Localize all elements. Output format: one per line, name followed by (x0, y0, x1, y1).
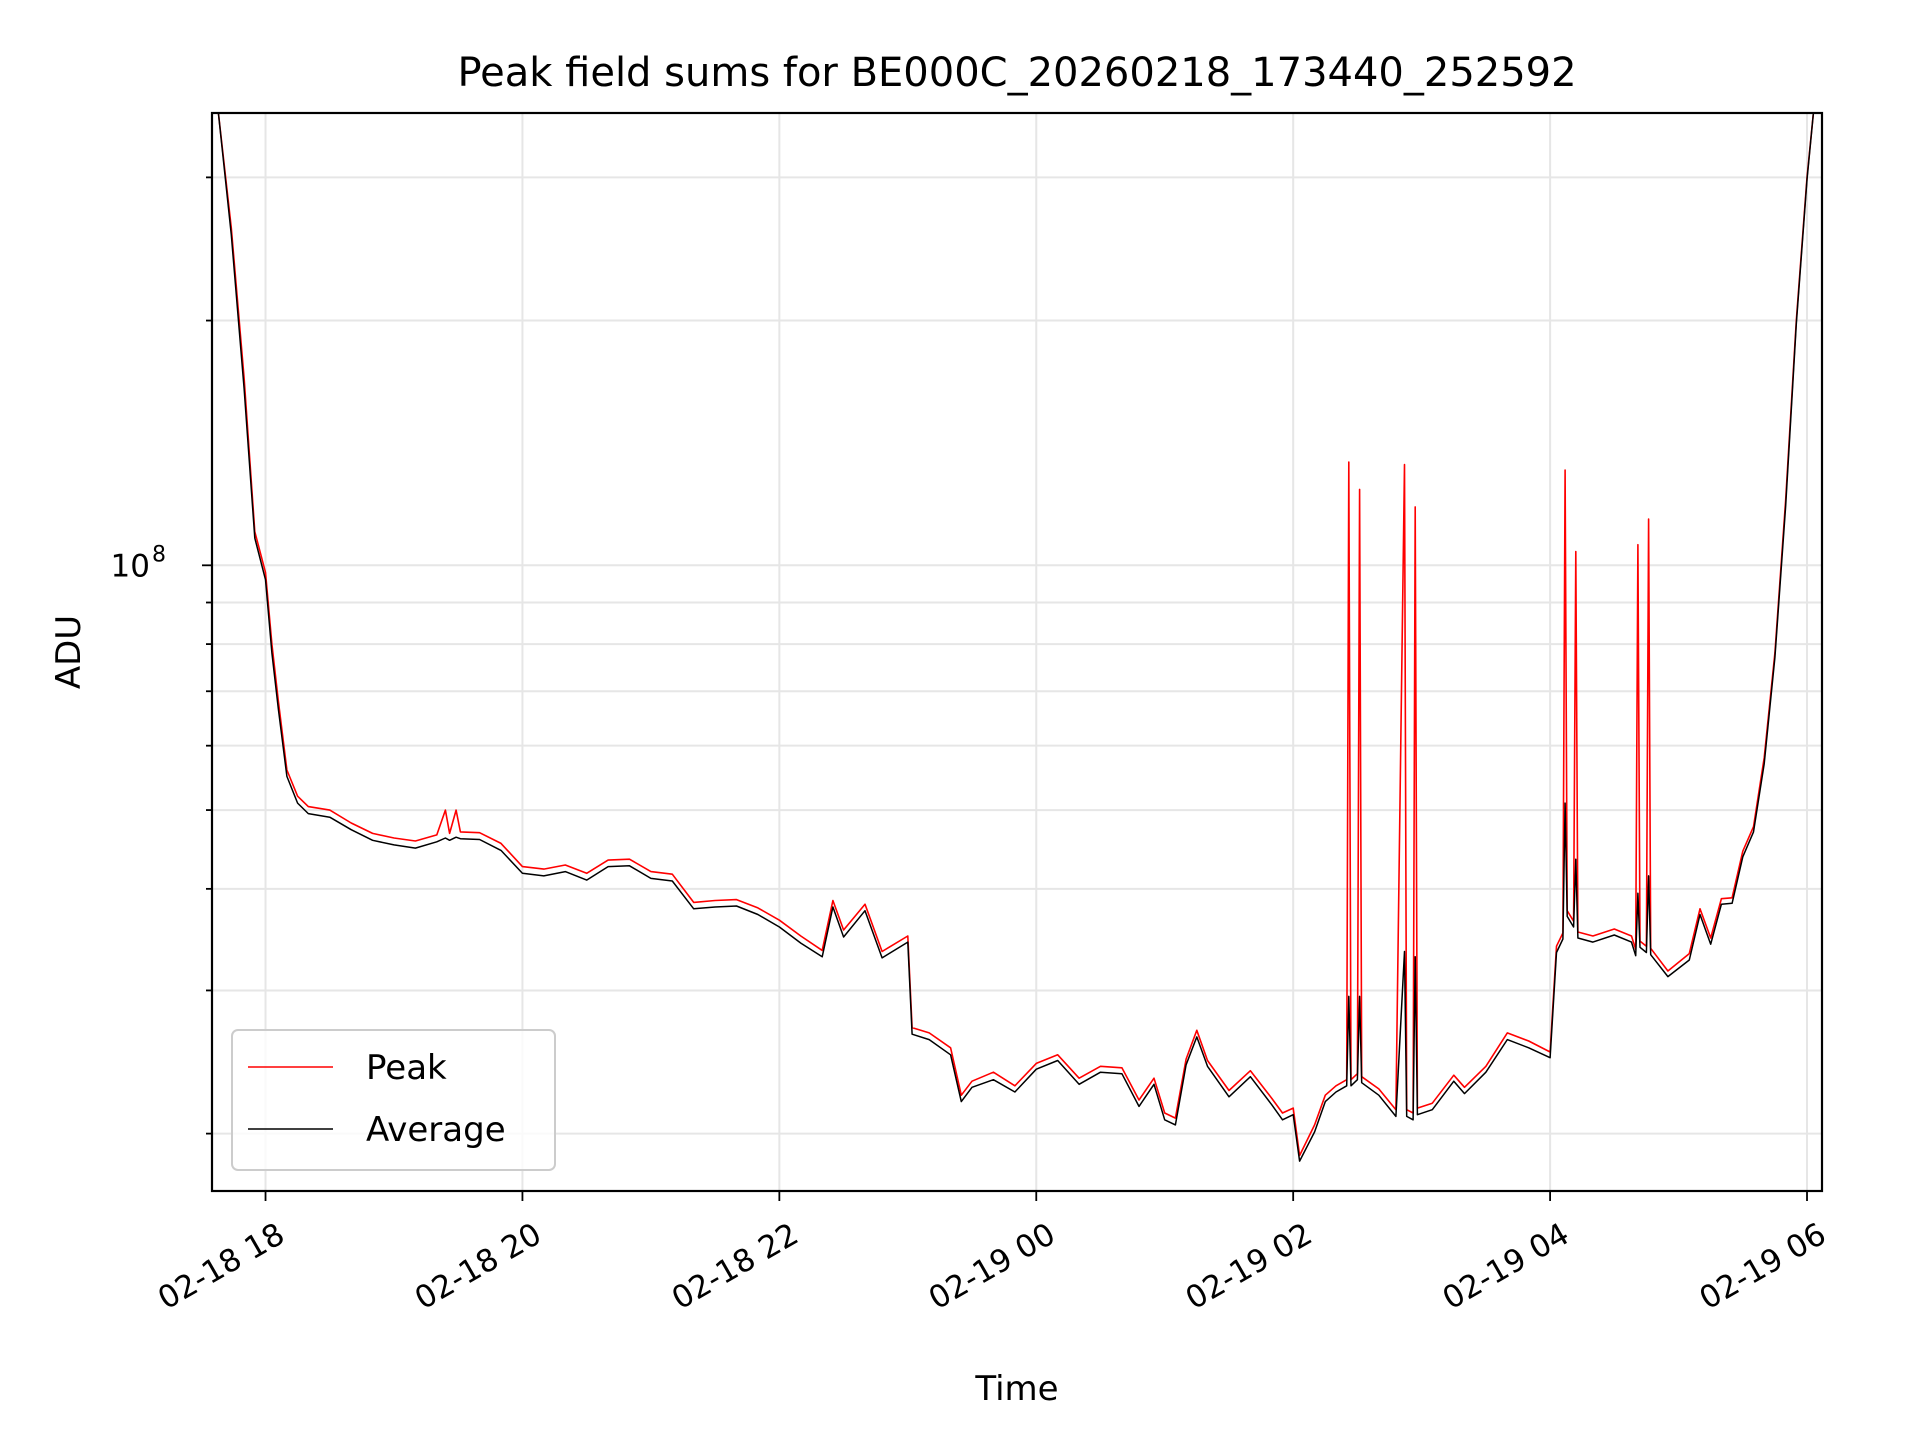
legend-box (231, 1029, 556, 1171)
series-line-average (217, 113, 1815, 1162)
y-tick-label-exponent: 8 (152, 542, 166, 567)
grid (212, 113, 1822, 1191)
y-tick-label: 10 (111, 548, 150, 584)
plot-frame (210, 111, 1824, 1193)
chart-title: Peak field sums for BE000C_20260218_1734… (457, 50, 1576, 96)
y-tick-label-base: 10 (111, 548, 150, 584)
legend-label-peak: Peak (366, 1048, 447, 1088)
series-layer (217, 113, 1815, 1162)
legend-label-average: Average (366, 1110, 506, 1150)
legend: Peak Average (231, 1029, 556, 1171)
y-axis-label: ADU (49, 615, 89, 689)
series-line-peak (217, 113, 1815, 1157)
x-axis-label: Time (974, 1369, 1058, 1409)
